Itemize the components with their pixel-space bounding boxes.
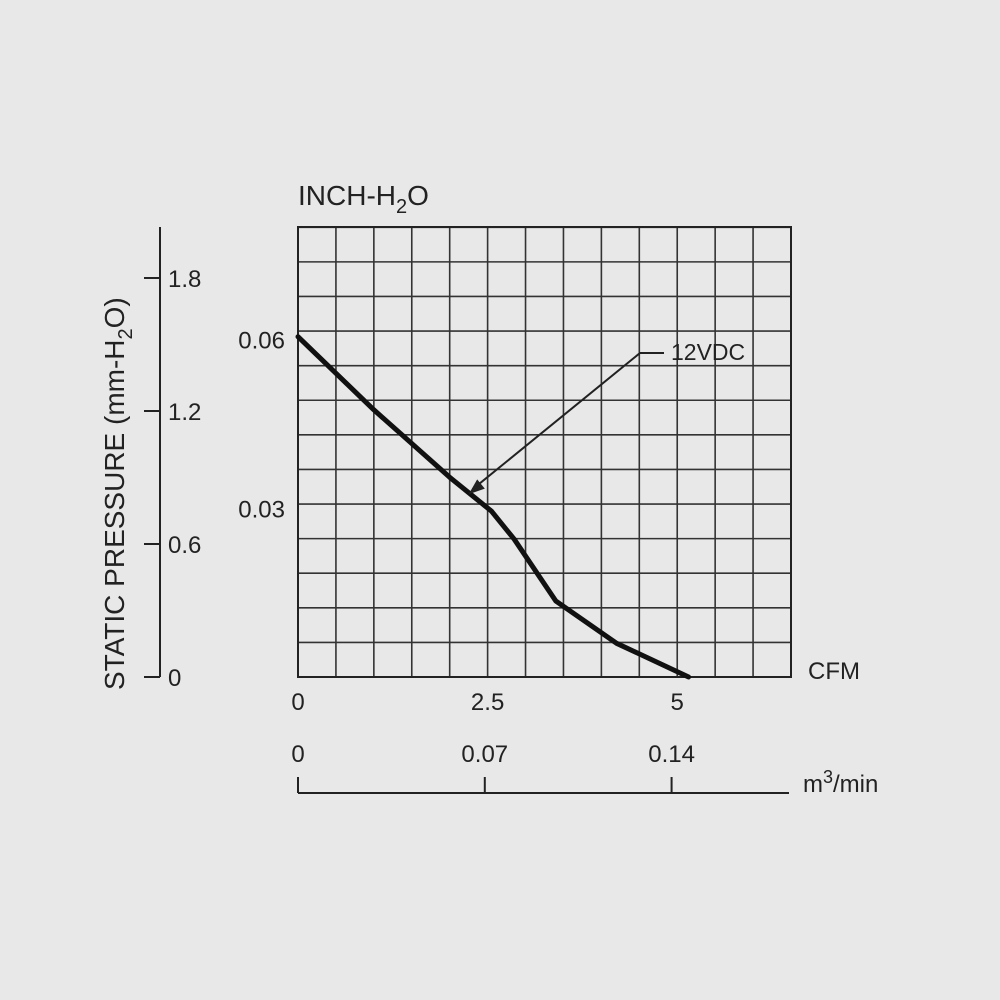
y-metric-tick-label: 0.6 <box>168 532 201 559</box>
plot-frame <box>297 226 792 678</box>
x-tick-label: 2.5 <box>471 689 504 716</box>
y-metric-tick-label: 0 <box>168 665 181 692</box>
y-axis-metric-label: STATIC PRESSURE (mm-H2O) <box>99 297 137 690</box>
annotation-leader-line <box>472 352 664 490</box>
x-metric-tick-label: 0.07 <box>461 741 508 768</box>
y-metric-tick-label: 1.2 <box>168 399 201 426</box>
x-tick-label: 5 <box>671 689 684 716</box>
x-tick-label: 0 <box>291 689 304 716</box>
y-tick-label: 0.06 <box>238 328 285 355</box>
y-tick-label: 0.03 <box>238 496 285 523</box>
plot-grid <box>297 226 792 678</box>
x-metric-tick-label: 0 <box>291 741 304 768</box>
y-metric-tick-label: 1.8 <box>168 266 201 293</box>
series-annotation-label: 12VDC <box>671 339 745 365</box>
x-axis-label: CFM <box>808 658 860 685</box>
annotation-arrowhead <box>468 479 485 495</box>
plot-marks: 0 2.5 5 0.06 0.03 0 0.07 0.14 0 0.6 1.2 1.8 <box>144 227 789 794</box>
series-line-12vdc <box>295 334 692 680</box>
x-metric-tick-label: 0.14 <box>648 741 695 768</box>
chart-title: INCH-H2O <box>298 180 429 218</box>
x-axis-metric-label: m3/min <box>803 767 878 798</box>
